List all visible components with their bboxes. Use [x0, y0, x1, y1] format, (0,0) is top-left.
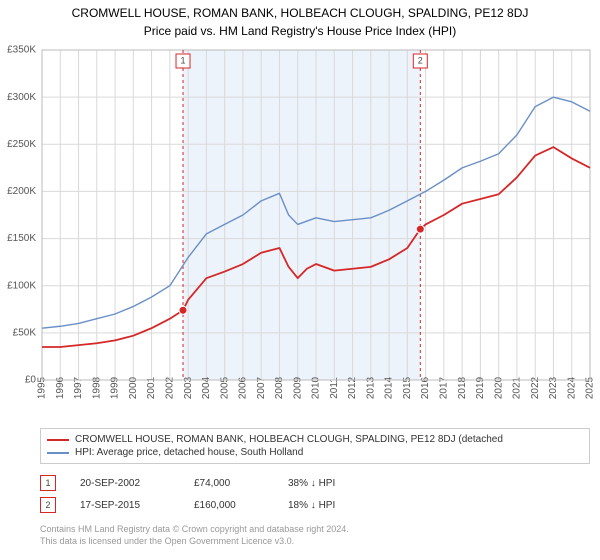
title-block: CROMWELL HOUSE, ROMAN BANK, HOLBEACH CLO… [0, 0, 600, 42]
legend: CROMWELL HOUSE, ROMAN BANK, HOLBEACH CLO… [40, 428, 590, 464]
chart-svg: £0£50K£100K£150K£200K£250K£300K£350K1995… [0, 42, 600, 422]
svg-text:£150K: £150K [7, 233, 36, 244]
sale-price: £74,000 [194, 478, 264, 489]
chart-container: CROMWELL HOUSE, ROMAN BANK, HOLBEACH CLO… [0, 0, 600, 553]
sale-date: 20-SEP-2002 [80, 478, 170, 489]
legend-swatch-1 [47, 439, 69, 441]
sale-marker-1-icon: 1 [40, 475, 56, 491]
svg-text:£0: £0 [25, 375, 37, 386]
sales-table: 1 20-SEP-2002 £74,000 38% ↓ HPI 2 17-SEP… [40, 472, 590, 516]
svg-text:£350K: £350K [7, 45, 36, 56]
sales-row: 2 17-SEP-2015 £160,000 18% ↓ HPI [40, 494, 590, 516]
sale-diff: 38% ↓ HPI [288, 478, 378, 489]
svg-text:2: 2 [418, 55, 423, 65]
footer: Contains HM Land Registry data © Crown c… [40, 524, 590, 553]
svg-text:1: 1 [181, 55, 186, 65]
legend-label: CROMWELL HOUSE, ROMAN BANK, HOLBEACH CLO… [75, 434, 503, 445]
legend-swatch-2 [47, 452, 69, 454]
svg-text:£250K: £250K [7, 139, 36, 150]
svg-text:£100K: £100K [7, 280, 36, 291]
sale-price: £160,000 [194, 500, 264, 511]
svg-text:£200K: £200K [7, 186, 36, 197]
svg-text:£300K: £300K [7, 92, 36, 103]
sale-marker-2-icon: 2 [40, 497, 56, 513]
sales-row: 1 20-SEP-2002 £74,000 38% ↓ HPI [40, 472, 590, 494]
legend-row: HPI: Average price, detached house, Sout… [47, 446, 583, 459]
sale-date: 17-SEP-2015 [80, 500, 170, 511]
legend-label: HPI: Average price, detached house, Sout… [75, 447, 303, 458]
title-main: CROMWELL HOUSE, ROMAN BANK, HOLBEACH CLO… [10, 6, 590, 20]
legend-row: CROMWELL HOUSE, ROMAN BANK, HOLBEACH CLO… [47, 433, 583, 446]
footer-line-1: Contains HM Land Registry data © Crown c… [40, 524, 590, 536]
chart: £0£50K£100K£150K£200K£250K£300K£350K1995… [0, 42, 600, 422]
sale-diff: 18% ↓ HPI [288, 500, 378, 511]
title-sub: Price paid vs. HM Land Registry's House … [10, 24, 590, 38]
svg-text:£50K: £50K [13, 327, 37, 338]
footer-line-2: This data is licensed under the Open Gov… [40, 536, 590, 548]
